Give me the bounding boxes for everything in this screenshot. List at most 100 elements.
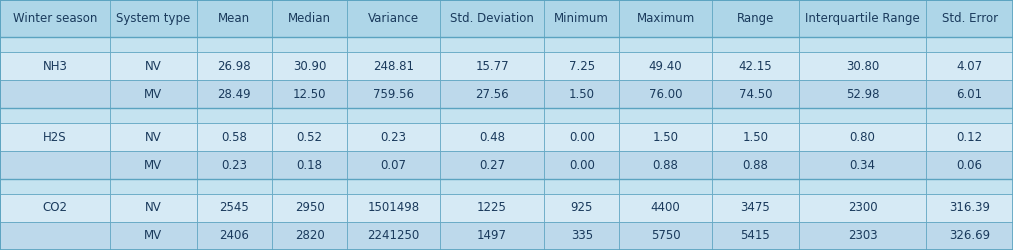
Text: Interquartile Range: Interquartile Range: [805, 12, 920, 25]
Text: 0.06: 0.06: [956, 158, 983, 172]
Bar: [0, 123, 1013, 151]
Bar: [0, 52, 1013, 80]
Bar: [926, 80, 1013, 108]
Text: 2406: 2406: [220, 230, 249, 242]
Bar: [440, 179, 544, 194]
Bar: [347, 52, 440, 80]
Bar: [926, 194, 1013, 222]
Bar: [619, 222, 712, 250]
Bar: [619, 151, 712, 179]
Bar: [0, 151, 110, 179]
Bar: [544, 38, 619, 52]
Bar: [197, 123, 272, 151]
Bar: [926, 38, 1013, 52]
Text: 759.56: 759.56: [373, 88, 414, 101]
Text: Variance: Variance: [368, 12, 419, 25]
Text: 15.77: 15.77: [475, 60, 509, 73]
Bar: [440, 38, 544, 52]
Text: 52.98: 52.98: [846, 88, 879, 101]
Text: 248.81: 248.81: [373, 60, 414, 73]
Bar: [0, 179, 1013, 194]
Bar: [347, 194, 440, 222]
Text: 30.90: 30.90: [293, 60, 326, 73]
Bar: [197, 194, 272, 222]
Bar: [544, 123, 619, 151]
Bar: [544, 108, 619, 123]
Bar: [544, 179, 619, 194]
Bar: [544, 80, 619, 108]
Bar: [272, 108, 347, 123]
Bar: [619, 123, 712, 151]
Bar: [0, 123, 110, 151]
Bar: [926, 52, 1013, 80]
Bar: [272, 0, 347, 38]
Text: Winter season: Winter season: [13, 12, 97, 25]
Text: 1.50: 1.50: [652, 130, 679, 143]
Bar: [440, 194, 544, 222]
Text: 74.50: 74.50: [738, 88, 772, 101]
Bar: [272, 222, 347, 250]
Text: 0.88: 0.88: [652, 158, 679, 172]
Text: 335: 335: [570, 230, 593, 242]
Text: 0.23: 0.23: [222, 158, 247, 172]
Text: 3475: 3475: [741, 202, 770, 214]
Text: 2300: 2300: [848, 202, 877, 214]
Text: 0.00: 0.00: [569, 158, 595, 172]
Text: MV: MV: [144, 230, 162, 242]
Bar: [272, 194, 347, 222]
Text: 7.25: 7.25: [568, 60, 595, 73]
Bar: [0, 52, 110, 80]
Bar: [0, 0, 110, 38]
Text: 2545: 2545: [220, 202, 249, 214]
Text: NV: NV: [145, 202, 162, 214]
Bar: [544, 0, 619, 38]
Bar: [712, 80, 799, 108]
Text: 30.80: 30.80: [846, 60, 879, 73]
Bar: [347, 80, 440, 108]
Text: 0.52: 0.52: [297, 130, 323, 143]
Bar: [619, 52, 712, 80]
Text: 0.07: 0.07: [381, 158, 406, 172]
Text: 42.15: 42.15: [738, 60, 772, 73]
Bar: [110, 151, 197, 179]
Bar: [440, 80, 544, 108]
Bar: [197, 80, 272, 108]
Bar: [272, 80, 347, 108]
Text: 5415: 5415: [741, 230, 770, 242]
Bar: [110, 222, 197, 250]
Bar: [0, 0, 1013, 38]
Text: 2303: 2303: [848, 230, 877, 242]
Bar: [0, 179, 110, 194]
Bar: [0, 222, 110, 250]
Bar: [110, 179, 197, 194]
Bar: [712, 151, 799, 179]
Bar: [197, 151, 272, 179]
Bar: [619, 80, 712, 108]
Bar: [926, 222, 1013, 250]
Text: 925: 925: [570, 202, 593, 214]
Bar: [619, 179, 712, 194]
Text: 1225: 1225: [477, 202, 506, 214]
Text: 0.12: 0.12: [956, 130, 983, 143]
Text: MV: MV: [144, 158, 162, 172]
Text: 1497: 1497: [477, 230, 508, 242]
Bar: [712, 108, 799, 123]
Text: 0.27: 0.27: [479, 158, 505, 172]
Text: 1501498: 1501498: [368, 202, 419, 214]
Bar: [799, 0, 926, 38]
Text: 1.50: 1.50: [743, 130, 769, 143]
Text: 2820: 2820: [295, 230, 324, 242]
Text: 27.56: 27.56: [475, 88, 509, 101]
Bar: [440, 123, 544, 151]
Bar: [712, 123, 799, 151]
Bar: [347, 151, 440, 179]
Bar: [926, 179, 1013, 194]
Bar: [712, 194, 799, 222]
Bar: [619, 38, 712, 52]
Text: 316.39: 316.39: [949, 202, 990, 214]
Text: Maximum: Maximum: [636, 12, 695, 25]
Bar: [799, 222, 926, 250]
Text: 5750: 5750: [651, 230, 681, 242]
Bar: [799, 38, 926, 52]
Text: 12.50: 12.50: [293, 88, 326, 101]
